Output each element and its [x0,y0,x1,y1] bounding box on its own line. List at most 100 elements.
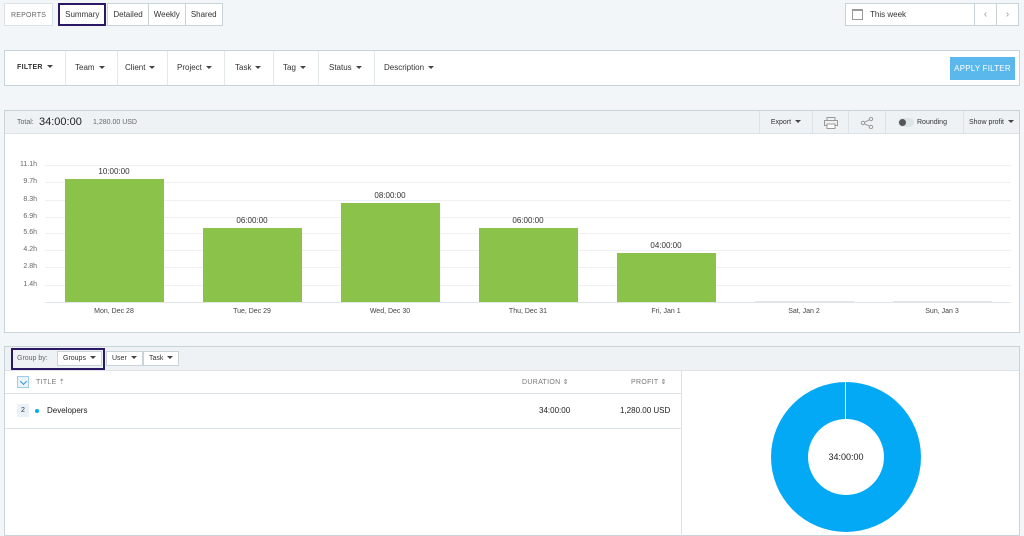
gridline [45,165,1011,166]
x-tick-label: Mon, Dec 28 [94,308,134,315]
x-tick-label: Wed, Dec 30 [369,308,411,315]
group-by-label: Group by: [17,355,48,362]
group-by-bar: Group by: Groups User Task [5,347,1019,371]
chart-bar[interactable] [64,178,164,302]
group-by-selection [11,348,105,370]
bar-data-label: 10:00:00 [98,166,130,176]
x-tick-label: Tue, Dec 29 [233,308,271,315]
filter-project[interactable]: Project [165,51,225,85]
print-icon [823,117,838,129]
show-profit-dropdown[interactable]: Show profit [963,111,1019,134]
group-by-user-label: User [112,355,127,362]
filter-status-label: Status [329,63,352,72]
group-by-task[interactable]: Task [143,351,180,366]
filter-team-label: Team [75,63,95,72]
filter-project-label: Project [177,63,202,72]
filter-client-label: Client [125,63,146,72]
date-range-label: This week [870,10,907,19]
chevron-down-icon [299,66,306,69]
y-tick-label: 9.7h [23,178,37,186]
x-tick-label: Sun, Jan 3 [925,308,959,315]
gridline [45,182,1011,184]
bar-data-label: 06:00:00 [236,215,268,225]
chart-panel: Total: 34:00:00 1,280.00 USD Export Roun… [4,110,1020,333]
chart-header: Total: 34:00:00 1,280.00 USD Export Roun… [5,111,1019,134]
report-tabs: REPORTS Summary Detailed Weekly Shared [4,3,223,26]
y-tick-label: 6.9h [23,212,37,220]
filter-menu[interactable]: FILTER [5,51,66,85]
chart-bar[interactable] [340,203,440,302]
chevron-down-icon [98,66,105,69]
bar-data-label: 06:00:00 [512,215,544,225]
gridline [45,199,1011,201]
y-tick-label: 11.1h [20,161,37,168]
chevron-down-icon [130,356,137,359]
title-column-header[interactable]: TITLE ⇡ [36,378,65,386]
export-label: Export [770,119,792,126]
group-profit: 1,280.00 USD [620,406,671,415]
chart-bar[interactable] [202,227,302,302]
y-tick-label: 2.8h [23,263,37,271]
group-color-dot [35,409,39,413]
filter-description[interactable]: Description [372,51,446,85]
summary-bar-chart: 1.4h 2.8h 4.2h 5.6h 6.9h 8.3h 9.7h 11.1h 10:00:0… [5,134,1019,332]
chevron-down-icon [46,65,53,68]
chart-bar[interactable] [478,227,578,302]
duration-header-label: DURATION [522,379,561,386]
filter-status[interactable]: Status [317,51,375,85]
share-button[interactable] [848,111,885,134]
rounding-control [885,111,963,134]
duration-column-header[interactable]: DURATION ⇕ [522,378,569,386]
reports-label: REPORTS [4,3,54,26]
expand-all-icon[interactable] [17,376,29,388]
filter-team[interactable]: Team [63,51,118,85]
chevron-down-icon [167,356,174,359]
profit-header-label: PROFIT [631,379,659,386]
chart-baseline [45,302,1011,303]
x-tick-label: Fri, Jan 1 [651,308,681,315]
chevron-down-icon [428,66,435,69]
filter-tag[interactable]: Tag [271,51,319,85]
tab-shared[interactable]: Shared [184,3,223,26]
group-duration: 34:00:00 [539,406,571,415]
gridline [45,216,1011,218]
group-count-badge[interactable]: 2 [17,404,29,417]
tab-detailed[interactable]: Detailed [107,3,149,26]
rounding-label: Rounding [917,119,947,126]
prev-week-button[interactable]: ‹ [974,3,997,26]
export-button[interactable]: Export [759,111,812,134]
table-row[interactable]: 2 Developers 34:00:00 1,280.00 USD [5,395,681,429]
chart-bar[interactable] [616,252,716,302]
next-week-button[interactable]: › [996,3,1019,26]
filter-label: FILTER [17,64,43,71]
chevron-down-icon [89,356,96,359]
group-name: Developers [47,406,88,415]
group-by-groups-label: Groups [63,355,86,362]
panel-divider [681,371,682,536]
total-label: Total: [17,119,34,126]
chevron-down-icon [205,66,212,69]
duration-donut-chart [771,382,921,532]
tab-weekly[interactable]: Weekly [147,3,186,26]
filter-task[interactable]: Task [223,51,275,85]
rounding-toggle[interactable] [898,118,914,127]
group-by-groups[interactable]: Groups [57,351,102,366]
filter-task-label: Task [235,63,252,72]
y-tick-label: 8.3h [23,195,37,203]
group-by-task-label: Task [149,355,164,362]
filter-description-label: Description [384,63,425,72]
profit-column-header[interactable]: PROFIT ⇕ [631,378,667,386]
group-by-user[interactable]: User [106,351,143,366]
calendar-icon [852,9,863,20]
apply-filter-button[interactable]: APPLY FILTER [950,57,1015,80]
chevron-down-icon [355,66,362,69]
date-range-picker[interactable]: This week [845,3,975,26]
filter-client[interactable]: Client [113,51,169,85]
filter-bar: FILTER Team Client Project Task Tag Stat… [4,50,1020,86]
y-tick-label: 4.2h [23,246,37,254]
share-icon [860,116,874,130]
bar-data-label: 08:00:00 [374,191,406,201]
print-button[interactable] [812,111,848,134]
sort-icon: ⇡ [58,379,65,386]
tab-summary[interactable]: Summary [58,3,107,26]
